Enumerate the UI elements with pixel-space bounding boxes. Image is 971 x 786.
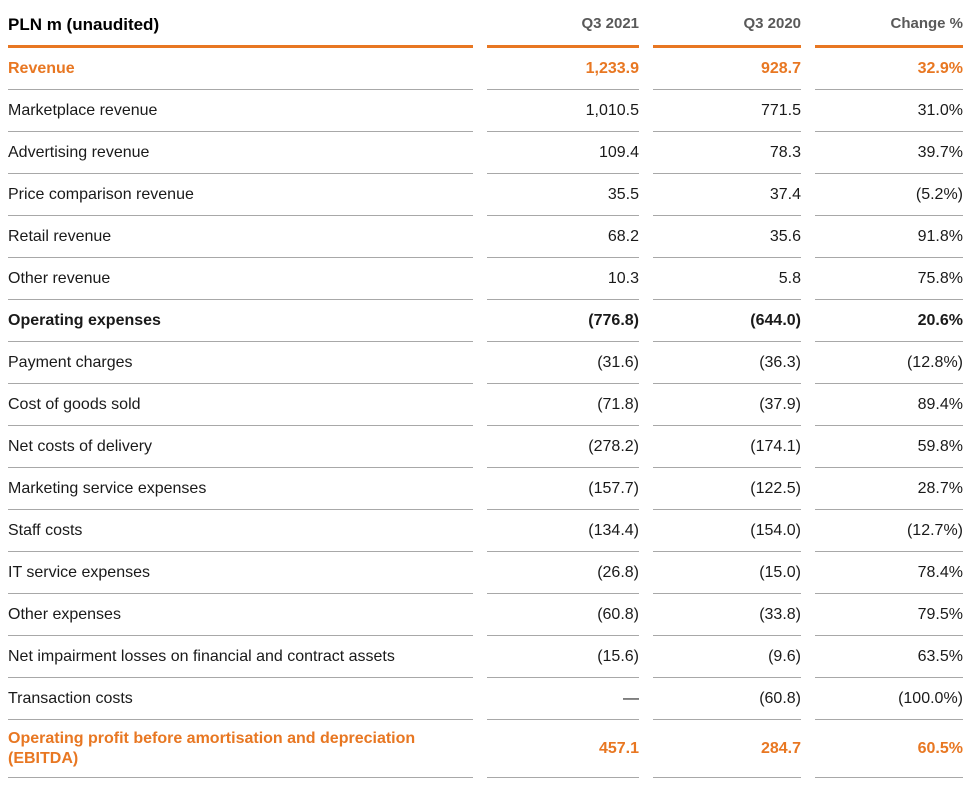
table-row-revenue: Revenue 1,233.9 928.7 32.9% xyxy=(8,48,963,90)
value-q3-2021: (278.2) xyxy=(487,426,639,468)
value-change-pct: 91.8% xyxy=(815,216,963,258)
value-change-pct: 32.9% xyxy=(815,48,963,90)
value-q3-2020: 37.4 xyxy=(653,174,801,216)
value-change-pct: (100.0%) xyxy=(815,678,963,720)
value-q3-2020: (174.1) xyxy=(653,426,801,468)
table-row-retail-revenue: Retail revenue 68.2 35.6 91.8% xyxy=(8,216,963,258)
table-row-transaction-costs: Transaction costs — (60.8) (100.0%) xyxy=(8,678,963,720)
row-label: Payment charges xyxy=(8,342,473,384)
value-q3-2020: 284.7 xyxy=(653,720,801,778)
value-q3-2020: 928.7 xyxy=(653,48,801,90)
table-row-advertising-revenue: Advertising revenue 109.4 78.3 39.7% xyxy=(8,132,963,174)
value-q3-2021: 10.3 xyxy=(487,258,639,300)
table-header-row: PLN m (unaudited) Q3 2021 Q3 2020 Change… xyxy=(8,4,963,48)
value-change-pct: 59.8% xyxy=(815,426,963,468)
row-label: Price comparison revenue xyxy=(8,174,473,216)
value-q3-2020: 5.8 xyxy=(653,258,801,300)
row-label: Retail revenue xyxy=(8,216,473,258)
row-label: IT service expenses xyxy=(8,552,473,594)
row-label: Cost of goods sold xyxy=(8,384,473,426)
row-label: Marketing service expenses xyxy=(8,468,473,510)
table-title: PLN m (unaudited) xyxy=(8,4,473,48)
row-label: Staff costs xyxy=(8,510,473,552)
value-change-pct: 39.7% xyxy=(815,132,963,174)
table-row-payment-charges: Payment charges (31.6) (36.3) (12.8%) xyxy=(8,342,963,384)
value-q3-2021: (776.8) xyxy=(487,300,639,342)
row-label: Marketplace revenue xyxy=(8,90,473,132)
row-label: Net impairment losses on financial and c… xyxy=(8,636,473,678)
table-row-it-service-expenses: IT service expenses (26.8) (15.0) 78.4% xyxy=(8,552,963,594)
value-q3-2020: (33.8) xyxy=(653,594,801,636)
value-q3-2020: 35.6 xyxy=(653,216,801,258)
value-q3-2020: (644.0) xyxy=(653,300,801,342)
value-q3-2021: 457.1 xyxy=(487,720,639,778)
row-label: Operating profit before amortisation and… xyxy=(8,720,473,778)
row-label: Advertising revenue xyxy=(8,132,473,174)
value-change-pct: (5.2%) xyxy=(815,174,963,216)
row-label: Operating expenses xyxy=(8,300,473,342)
value-change-pct: 75.8% xyxy=(815,258,963,300)
value-q3-2020: (15.0) xyxy=(653,552,801,594)
value-q3-2020: (122.5) xyxy=(653,468,801,510)
value-q3-2021: 1,010.5 xyxy=(487,90,639,132)
value-change-pct: (12.7%) xyxy=(815,510,963,552)
value-q3-2020: 771.5 xyxy=(653,90,801,132)
row-label: Net costs of delivery xyxy=(8,426,473,468)
column-header-q3-2021: Q3 2021 xyxy=(487,4,639,48)
value-change-pct: 78.4% xyxy=(815,552,963,594)
table-row-operating-expenses: Operating expenses (776.8) (644.0) 20.6% xyxy=(8,300,963,342)
value-change-pct: 28.7% xyxy=(815,468,963,510)
value-q3-2021: 68.2 xyxy=(487,216,639,258)
value-q3-2020: (37.9) xyxy=(653,384,801,426)
value-q3-2021: (60.8) xyxy=(487,594,639,636)
table-row-ebitda: Operating profit before amortisation and… xyxy=(8,720,963,778)
value-change-pct: 89.4% xyxy=(815,384,963,426)
table-row-other-revenue: Other revenue 10.3 5.8 75.8% xyxy=(8,258,963,300)
value-q3-2021: 35.5 xyxy=(487,174,639,216)
value-q3-2021: (31.6) xyxy=(487,342,639,384)
value-q3-2021: (157.7) xyxy=(487,468,639,510)
table-row-net-impairment-losses: Net impairment losses on financial and c… xyxy=(8,636,963,678)
value-change-pct: 60.5% xyxy=(815,720,963,778)
value-q3-2021: — xyxy=(487,678,639,720)
row-label: Revenue xyxy=(8,48,473,90)
value-change-pct: 63.5% xyxy=(815,636,963,678)
value-q3-2021: (134.4) xyxy=(487,510,639,552)
table-row-marketplace-revenue: Marketplace revenue 1,010.5 771.5 31.0% xyxy=(8,90,963,132)
value-change-pct: 79.5% xyxy=(815,594,963,636)
table-row-net-costs-of-delivery: Net costs of delivery (278.2) (174.1) 59… xyxy=(8,426,963,468)
table-row-price-comparison-revenue: Price comparison revenue 35.5 37.4 (5.2%… xyxy=(8,174,963,216)
column-header-q3-2020: Q3 2020 xyxy=(653,4,801,48)
value-q3-2021: (15.6) xyxy=(487,636,639,678)
row-label: Transaction costs xyxy=(8,678,473,720)
value-q3-2021: (26.8) xyxy=(487,552,639,594)
table-row-marketing-service-expenses: Marketing service expenses (157.7) (122.… xyxy=(8,468,963,510)
value-q3-2020: (60.8) xyxy=(653,678,801,720)
value-q3-2020: (154.0) xyxy=(653,510,801,552)
value-q3-2020: 78.3 xyxy=(653,132,801,174)
value-q3-2021: (71.8) xyxy=(487,384,639,426)
table-row-cost-of-goods-sold: Cost of goods sold (71.8) (37.9) 89.4% xyxy=(8,384,963,426)
row-label: Other revenue xyxy=(8,258,473,300)
value-q3-2020: (36.3) xyxy=(653,342,801,384)
value-change-pct: 20.6% xyxy=(815,300,963,342)
table-row-staff-costs: Staff costs (134.4) (154.0) (12.7%) xyxy=(8,510,963,552)
value-change-pct: 31.0% xyxy=(815,90,963,132)
value-q3-2021: 109.4 xyxy=(487,132,639,174)
value-change-pct: (12.8%) xyxy=(815,342,963,384)
table-row-other-expenses: Other expenses (60.8) (33.8) 79.5% xyxy=(8,594,963,636)
value-q3-2021: 1,233.9 xyxy=(487,48,639,90)
column-header-change-pct: Change % xyxy=(815,4,963,48)
value-q3-2020: (9.6) xyxy=(653,636,801,678)
row-label: Other expenses xyxy=(8,594,473,636)
